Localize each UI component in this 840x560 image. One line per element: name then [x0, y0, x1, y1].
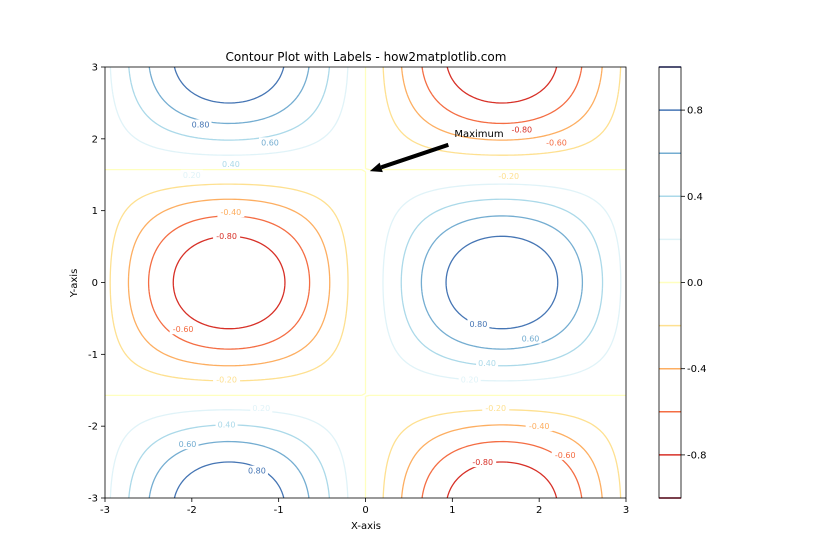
- contour-labels: 0.80 0.60 0.40 0.20 -0.80 -0.60 -0.20 -0.40 -0.8…: [169, 119, 579, 476]
- contour-label-background: [217, 207, 245, 218]
- contour-label: 0.80: [469, 320, 487, 329]
- contour-label-background: [495, 171, 523, 182]
- contour-label-background: [476, 357, 499, 368]
- colorbar: 0.8 0.4 0.0 -0.4 -0.8: [658, 66, 707, 499]
- x-tick-label: 3: [623, 505, 629, 516]
- y-tick-label: -2: [88, 422, 98, 433]
- colorbar-ticks: 0.8 0.4 0.0 -0.4 -0.8: [681, 106, 707, 461]
- contour-label: -0.20: [216, 375, 237, 384]
- contour-label: -0.80: [216, 232, 237, 241]
- x-tick-label: -2: [187, 505, 197, 516]
- contour-label: 0.20: [183, 171, 201, 180]
- colorbar-tick-label: -0.8: [687, 450, 707, 461]
- y-axis-label: Y-axis: [69, 269, 80, 299]
- contour-level-0-2: [109, 66, 622, 499]
- contour-label: 0.60: [261, 138, 279, 147]
- annotation-arrow-shaft: [380, 142, 449, 170]
- contour-label-background: [508, 124, 536, 135]
- contour-label-background: [469, 457, 497, 468]
- contour-label-background: [458, 374, 481, 385]
- contour-label: 0.40: [222, 160, 240, 169]
- colorbar-tick-label: 0.4: [687, 192, 703, 203]
- contour-label-background: [189, 119, 212, 130]
- x-tick-label: 0: [362, 505, 368, 516]
- y-tick-label: 3: [92, 63, 98, 74]
- contour-label: 0.60: [179, 440, 197, 449]
- y-axis-ticks: -3 -2 -1 0 1 2 3: [88, 63, 105, 505]
- contour-level-neg0-4: [127, 66, 603, 499]
- contour-lines: [105, 66, 626, 499]
- contour-label-background: [176, 439, 199, 450]
- x-axis-label: X-axis: [351, 521, 381, 532]
- contour-label-background: [219, 158, 242, 169]
- contour-label: 0.80: [192, 120, 210, 129]
- annotation-arrow-head: [369, 162, 383, 173]
- contour-label-background: [250, 403, 273, 414]
- contour-label: -0.80: [472, 458, 493, 467]
- contour-label: 0.20: [461, 375, 479, 384]
- contour-label: 0.40: [478, 359, 496, 368]
- contour-label-background: [543, 137, 571, 148]
- y-tick-label: 0: [92, 278, 98, 289]
- contour-label-background: [525, 421, 553, 432]
- contour-label-background: [169, 324, 197, 335]
- contour-label: 0.40: [218, 421, 236, 430]
- annotation-text: Maximum: [454, 129, 503, 140]
- contour-label: 0.60: [522, 335, 540, 344]
- contour-label: -0.60: [546, 138, 567, 147]
- chart-title: Contour Plot with Labels - how2matplotli…: [226, 50, 507, 64]
- contour-label-background: [180, 169, 203, 180]
- contour-label-background: [519, 333, 542, 344]
- contour-level-0-0: [105, 67, 626, 498]
- contour-label: -0.40: [221, 208, 242, 217]
- contour-label-background: [482, 403, 510, 414]
- x-tick-label: -3: [100, 505, 110, 516]
- contour-label-background: [258, 137, 281, 148]
- contour-label-background: [551, 449, 579, 460]
- contour-level-0-6: [148, 66, 584, 499]
- contour-level-0-8: [173, 66, 559, 499]
- colorbar-tick-label: -0.4: [687, 364, 707, 375]
- contour-label-background: [215, 419, 238, 430]
- contour-label: -0.20: [498, 172, 519, 181]
- contour-label-background: [245, 465, 268, 476]
- x-tick-label: 2: [536, 505, 542, 516]
- contour-label: -0.20: [485, 404, 506, 413]
- maximum-annotation: Maximum: [369, 129, 504, 173]
- colorbar-tick-label: 0.0: [687, 278, 703, 289]
- x-tick-label: -1: [274, 505, 284, 516]
- contour-label: 0.80: [248, 467, 266, 476]
- contour-label: -0.60: [173, 325, 194, 334]
- x-axis-ticks: -3 -2 -1 0 1 2 3: [100, 498, 629, 516]
- x-tick-label: 1: [449, 505, 455, 516]
- contour-label-background: [213, 374, 241, 385]
- y-tick-label: -1: [88, 350, 98, 361]
- y-tick-label: 2: [92, 134, 98, 145]
- contour-label: -0.40: [529, 422, 550, 431]
- y-tick-label: -3: [88, 494, 98, 505]
- contour-label-background: [213, 230, 241, 241]
- contour-label: -0.80: [511, 125, 532, 134]
- contour-label: -0.60: [555, 451, 576, 460]
- colorbar-tick-label: 0.8: [687, 106, 703, 117]
- contour-label: 0.20: [252, 404, 270, 413]
- y-tick-label: 1: [92, 206, 98, 217]
- contour-label-background: [467, 319, 490, 330]
